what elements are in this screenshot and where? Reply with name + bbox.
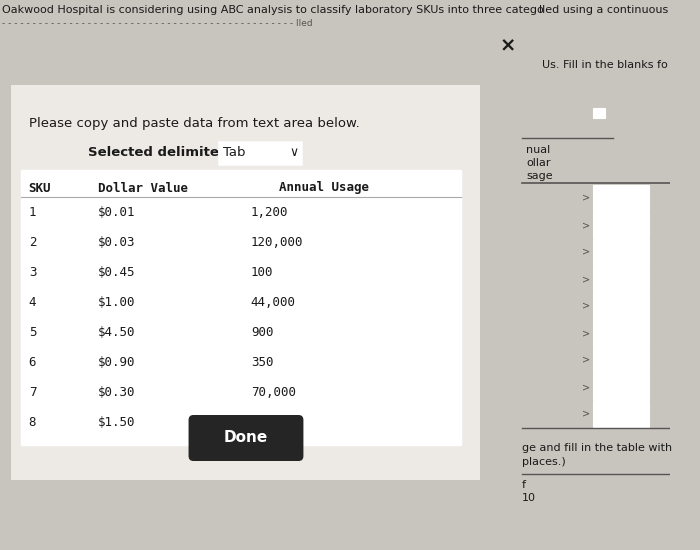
Bar: [594, 108, 605, 118]
Text: >: >: [582, 301, 590, 311]
Text: Oakwood Hospital is considering using ABC analysis to classify laboratory SKUs i: Oakwood Hospital is considering using AB…: [2, 5, 544, 15]
Text: >: >: [582, 409, 590, 419]
Text: Us. Fill in the blanks fo: Us. Fill in the blanks fo: [542, 60, 668, 70]
Text: >: >: [582, 193, 590, 203]
Bar: [594, 320, 649, 346]
Text: 350: 350: [251, 355, 273, 368]
Bar: [594, 212, 649, 238]
Text: $0.30: $0.30: [97, 386, 135, 399]
Text: $1.00: $1.00: [97, 295, 135, 309]
Text: 900: 900: [251, 326, 273, 338]
Text: 70,000: 70,000: [251, 386, 296, 399]
Bar: [219, 142, 300, 164]
Text: >: >: [582, 382, 590, 392]
Text: $0.90: $0.90: [97, 355, 135, 368]
Text: >: >: [582, 355, 590, 365]
Text: Selected delimiter:: Selected delimiter:: [88, 146, 231, 160]
Text: >: >: [582, 247, 590, 257]
Text: 10: 10: [522, 493, 536, 503]
Text: - - - - - - - - - - - - - - - - - - - - - - - - - - - - - - - - - - - - - - - - : - - - - - - - - - - - - - - - - - - - - …: [2, 19, 312, 28]
Text: $1.50: $1.50: [97, 415, 135, 428]
Text: Done: Done: [224, 431, 268, 446]
Text: Please copy and paste data from text area below.: Please copy and paste data from text are…: [29, 117, 360, 129]
Text: 1,200: 1,200: [251, 206, 288, 218]
Text: 5: 5: [29, 326, 36, 338]
Bar: [594, 185, 649, 211]
Text: $0.03: $0.03: [97, 235, 135, 249]
Text: places.): places.): [522, 457, 566, 467]
Bar: [11, 85, 480, 480]
Text: 120,000: 120,000: [251, 235, 303, 249]
Text: ollar: ollar: [526, 158, 551, 168]
Text: 1: 1: [29, 206, 36, 218]
Text: >: >: [582, 328, 590, 338]
Bar: [594, 347, 649, 373]
Bar: [594, 401, 649, 427]
Bar: [594, 266, 649, 292]
Text: lled using a continuous: lled using a continuous: [539, 5, 668, 15]
Text: $4.50: $4.50: [97, 326, 135, 338]
Text: Tab: Tab: [223, 146, 246, 160]
Text: 2: 2: [29, 235, 36, 249]
Text: $0.01: $0.01: [97, 206, 135, 218]
Text: 6: 6: [29, 355, 36, 368]
Text: 4: 4: [29, 295, 36, 309]
Text: 200: 200: [251, 415, 273, 428]
Bar: [594, 293, 649, 319]
Text: $0.45: $0.45: [97, 266, 135, 278]
Text: 7: 7: [29, 386, 36, 399]
Text: >: >: [582, 274, 590, 284]
Text: f: f: [522, 480, 526, 490]
Text: ∨: ∨: [289, 146, 298, 160]
Text: SKU: SKU: [29, 182, 51, 195]
Text: >: >: [582, 220, 590, 230]
Bar: [594, 374, 649, 400]
Text: ×: ×: [499, 36, 515, 56]
Bar: [594, 239, 649, 265]
Text: ge and fill in the table with: ge and fill in the table with: [522, 443, 672, 453]
Text: 44,000: 44,000: [251, 295, 296, 309]
FancyBboxPatch shape: [188, 415, 303, 461]
Text: 3: 3: [29, 266, 36, 278]
Text: Dollar Value: Dollar Value: [97, 182, 188, 195]
Bar: [21, 170, 461, 445]
Text: 100: 100: [251, 266, 273, 278]
Text: 8: 8: [29, 415, 36, 428]
Text: nual: nual: [526, 145, 551, 155]
Text: Annual Usage: Annual Usage: [279, 182, 370, 195]
Text: sage: sage: [526, 171, 553, 181]
